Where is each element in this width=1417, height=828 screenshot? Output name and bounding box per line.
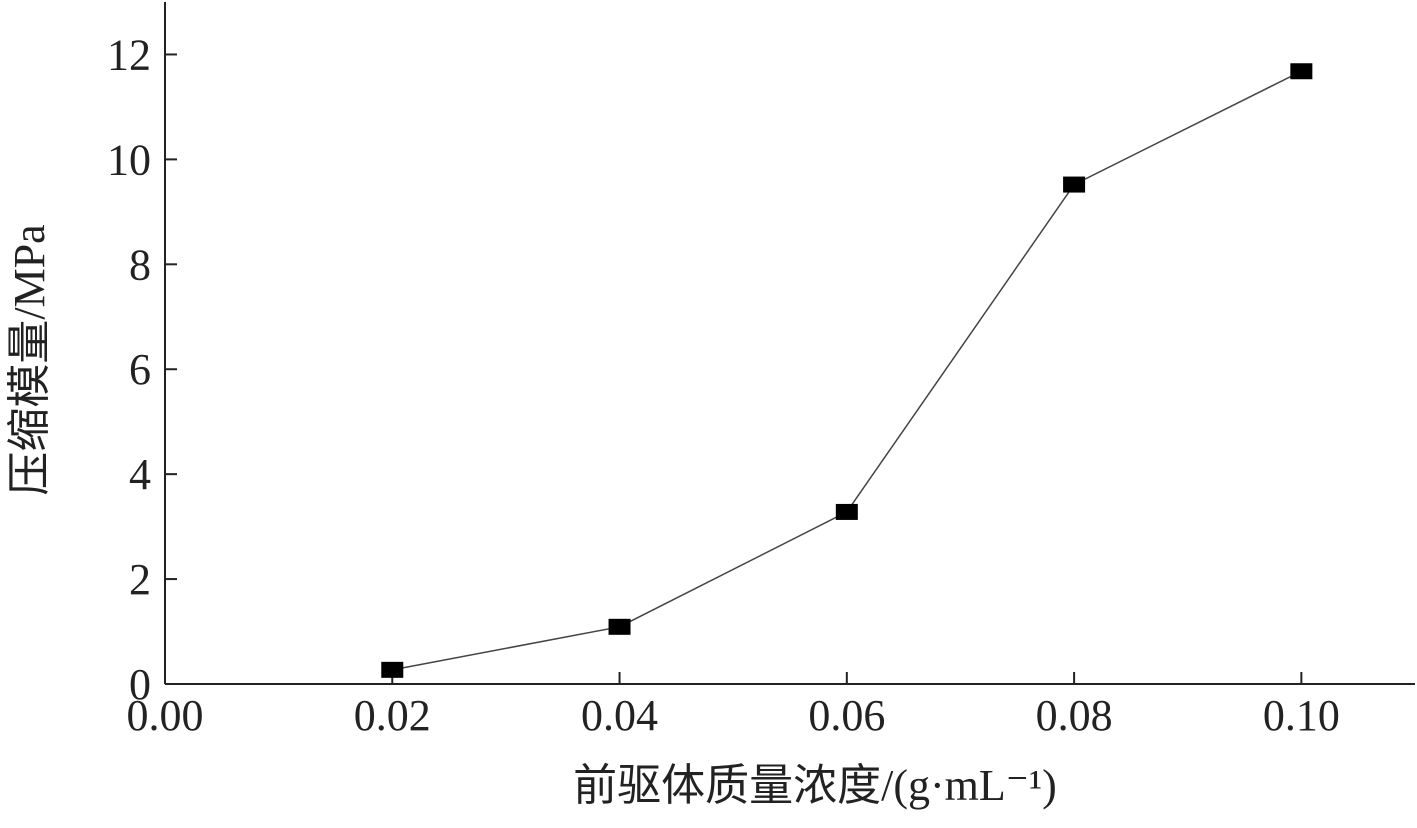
x-tick-label: 0.00 [127, 691, 204, 740]
y-tick-label: 4 [129, 450, 151, 499]
x-tick-label: 0.02 [354, 691, 431, 740]
y-tick-label: 2 [129, 555, 151, 604]
y-tick-label: 10 [107, 135, 151, 184]
point-marker [1290, 63, 1313, 80]
series-line [392, 70, 1302, 671]
x-axis-label: 前驱体质量浓度/(g·mL⁻¹) [573, 761, 1057, 810]
y-tick-label: 8 [129, 240, 151, 289]
y-tick-label: 12 [107, 30, 151, 79]
point-marker [608, 618, 631, 635]
x-tick-label: 0.06 [808, 691, 885, 740]
x-tick-label: 0.10 [1263, 691, 1340, 740]
y-axis-label: 压缩模量/MPa [5, 224, 54, 495]
y-tick-label: 6 [129, 345, 151, 394]
x-tick-label: 0.04 [581, 691, 658, 740]
point-marker [1063, 176, 1086, 193]
y-tick-label: 0 [129, 660, 151, 709]
point-marker [381, 661, 404, 678]
x-tick-label: 0.08 [1036, 691, 1113, 740]
point-marker [835, 503, 858, 520]
